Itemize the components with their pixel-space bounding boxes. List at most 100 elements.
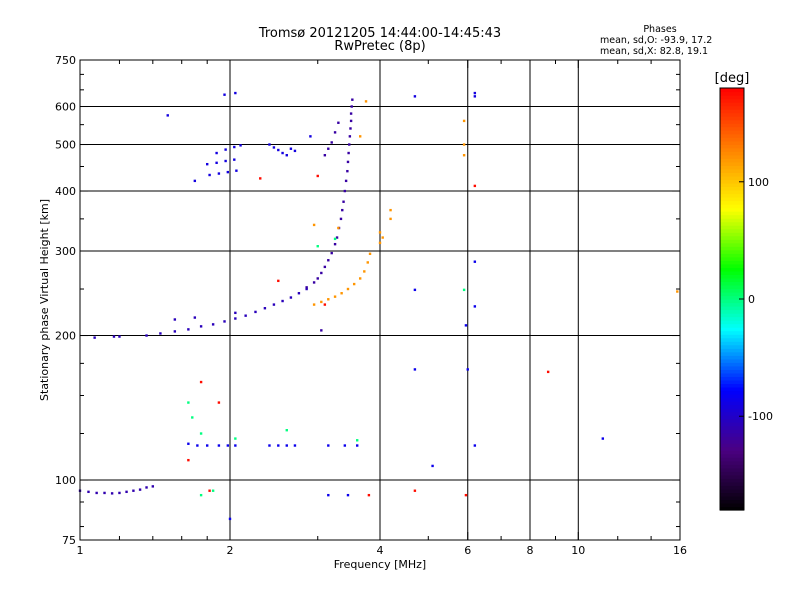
data-point — [341, 208, 344, 212]
data-point — [224, 159, 227, 163]
data-point — [138, 488, 142, 491]
data-point — [378, 241, 382, 245]
colorbar-segment — [720, 168, 744, 173]
colorbar-segment — [720, 147, 744, 152]
data-point — [103, 491, 106, 495]
data-point — [368, 252, 372, 256]
data-point — [87, 490, 90, 494]
phase-stats-header: Phases — [643, 24, 677, 35]
data-point — [272, 146, 276, 149]
y-tick-label: 600 — [55, 101, 76, 114]
colorbar-segment — [720, 158, 744, 163]
colorbar-segment — [720, 225, 744, 230]
y-tick-label: 100 — [55, 474, 76, 487]
phase-stats-x: mean, sd,X: 82.8, 19.1 — [600, 46, 709, 57]
x-tick-label: 4 — [377, 544, 384, 557]
data-point — [466, 368, 469, 371]
colorbar-segment — [720, 140, 744, 145]
colorbar-segment — [720, 165, 744, 170]
colorbar-segment — [720, 189, 744, 195]
data-point — [327, 493, 330, 497]
colorbar-segment — [720, 495, 744, 501]
data-point — [208, 489, 211, 492]
colorbar-segment — [720, 126, 744, 131]
colorbar-segment — [720, 474, 744, 479]
data-point — [233, 145, 236, 149]
colorbar-segment — [720, 119, 744, 124]
data-point — [349, 112, 353, 115]
data-point — [312, 303, 316, 306]
colorbar-segment — [720, 397, 744, 402]
data-point — [347, 151, 350, 155]
colorbar-segment — [720, 239, 744, 244]
data-point — [320, 300, 323, 304]
data-point — [473, 91, 477, 95]
colorbar-segment — [720, 299, 744, 304]
colorbar-segment — [720, 116, 744, 121]
colorbar-segment — [720, 351, 744, 356]
data-point — [462, 143, 466, 146]
colorbar-segment — [720, 274, 744, 279]
colorbar-segment — [720, 450, 744, 455]
data-point — [293, 444, 297, 447]
data-point — [285, 429, 288, 432]
colorbar-segment — [720, 197, 744, 202]
colorbar-segment — [720, 133, 744, 138]
data-point — [285, 154, 288, 157]
colorbar-tick-label: -100 — [748, 410, 773, 423]
data-point — [277, 444, 280, 447]
colorbar-segment — [720, 436, 744, 441]
colorbar-segment — [720, 186, 744, 191]
y-axis-label: Stationary phase Virtual Height [km] — [38, 199, 51, 401]
data-point — [224, 148, 227, 151]
colorbar-segment — [720, 228, 744, 233]
data-point — [330, 251, 333, 255]
colorbar-segment — [720, 502, 744, 508]
data-point — [333, 131, 337, 134]
data-point — [601, 437, 605, 440]
colorbar-segment — [720, 358, 744, 363]
chart-title: Tromsø 20121205 14:44:00-14:45:43 — [258, 26, 502, 41]
data-point — [187, 442, 190, 445]
data-point — [333, 242, 337, 246]
data-point — [389, 217, 392, 221]
colorbar-segment — [720, 263, 744, 268]
data-point — [309, 135, 312, 138]
data-point — [234, 311, 237, 315]
data-point — [320, 329, 323, 332]
colorbar-segment — [720, 478, 744, 483]
colorbar-segment — [720, 372, 744, 377]
data-point — [358, 135, 362, 138]
data-point — [389, 208, 392, 212]
data-point — [235, 169, 238, 172]
colorbar-segment — [720, 488, 744, 494]
colorbar-segment — [720, 415, 744, 420]
colorbar-segment — [720, 506, 744, 511]
data-point — [187, 401, 190, 404]
colorbar-segment — [720, 404, 744, 409]
data-point — [346, 169, 349, 173]
data-point — [330, 141, 333, 144]
data-point — [378, 231, 382, 234]
data-point — [342, 200, 345, 203]
data-point — [305, 287, 308, 291]
data-point — [277, 279, 280, 283]
data-point — [199, 325, 203, 328]
y-tick-label: 400 — [55, 185, 76, 198]
data-point — [259, 177, 262, 180]
data-point — [413, 95, 417, 98]
phase-stats-o: mean, sd,O: -93.9, 17.2 — [600, 35, 713, 46]
data-point — [187, 458, 190, 462]
data-point — [364, 100, 368, 103]
y-tick-label: 300 — [55, 245, 76, 258]
colorbar-segment — [720, 144, 744, 149]
data-point — [473, 95, 477, 98]
colorbar-segment — [720, 323, 744, 328]
colorbar-segment — [720, 362, 744, 367]
colorbar-segment — [720, 270, 744, 275]
data-point — [217, 172, 221, 175]
data-point — [333, 295, 337, 298]
colorbar-segment — [720, 348, 744, 353]
data-point — [234, 444, 237, 447]
